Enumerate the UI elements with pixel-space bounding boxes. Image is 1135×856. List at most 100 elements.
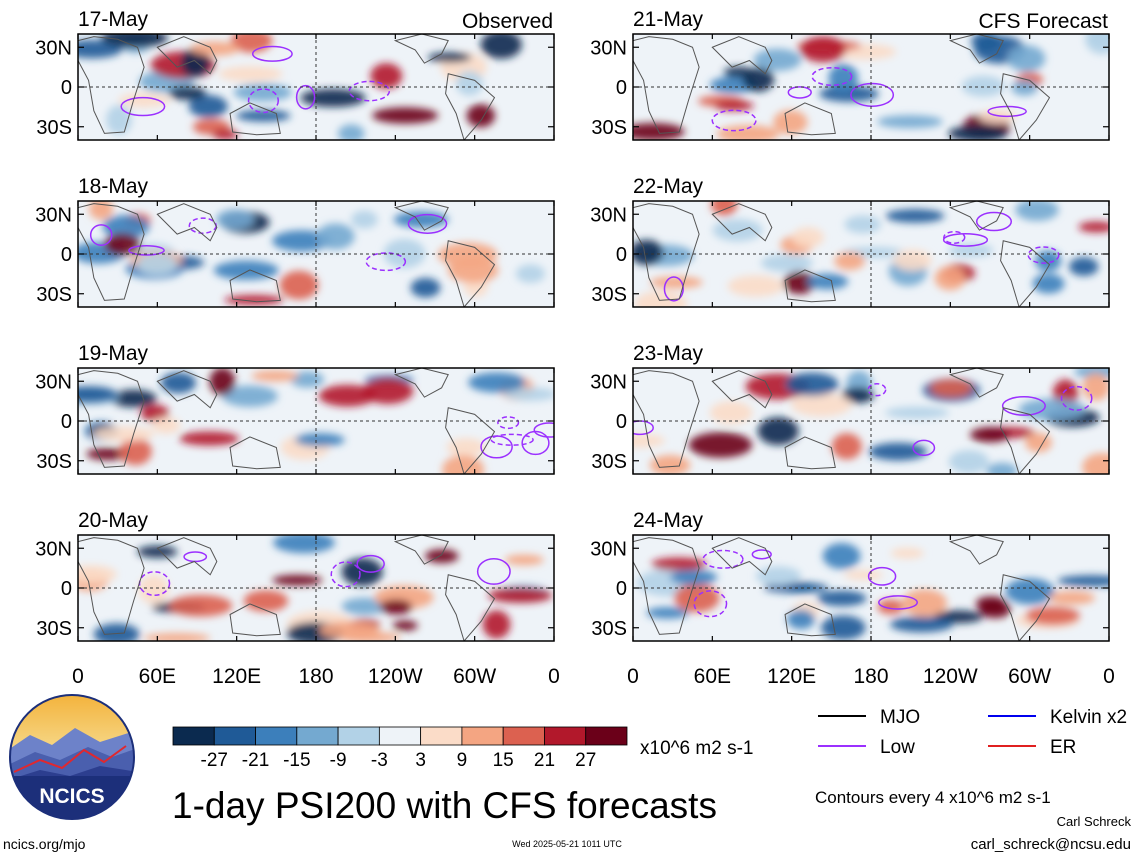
psi200-anomaly bbox=[755, 566, 802, 586]
psi200-field bbox=[633, 368, 1109, 474]
psi200-anomaly bbox=[1011, 80, 1038, 96]
panel-date: 24-May bbox=[633, 509, 704, 532]
low-contour bbox=[128, 244, 165, 256]
colorbar-tick: 9 bbox=[457, 750, 468, 771]
low-contour bbox=[476, 558, 511, 585]
coastline bbox=[229, 436, 281, 470]
low-contour bbox=[693, 590, 728, 618]
psi200-anomaly bbox=[792, 227, 825, 248]
psi200-anomaly bbox=[110, 389, 157, 408]
psi200-anomaly bbox=[466, 104, 496, 128]
low-contour bbox=[943, 230, 966, 244]
psi200-anomaly bbox=[101, 34, 168, 48]
psi200-anomaly bbox=[843, 569, 883, 581]
colorbar-tick: -9 bbox=[330, 750, 347, 771]
x-axis-labels-forecast: 0 60E 120E 180 120W 60W 0 bbox=[627, 665, 1115, 688]
psi200-anomaly bbox=[877, 599, 904, 615]
psi200-anomaly bbox=[948, 450, 990, 474]
contour-note: Contours every 4 x10^6 m2 s-1 bbox=[815, 788, 1051, 807]
psi200-anomaly bbox=[934, 266, 966, 291]
psi200-anomaly bbox=[319, 621, 380, 639]
y-tick-label: 0 bbox=[61, 244, 72, 266]
coastline bbox=[156, 36, 218, 75]
psi200-anomaly bbox=[819, 85, 879, 103]
psi200-anomaly bbox=[877, 115, 943, 129]
psi200-anomaly bbox=[650, 276, 703, 289]
colorbar-unit: x10^6 m2 s-1 bbox=[640, 738, 753, 759]
psi200-anomaly bbox=[337, 124, 365, 140]
timestamp: Wed 2025-05-21 1011 UTC bbox=[512, 839, 622, 849]
figure-title: 1-day PSI200 with CFS forecasts bbox=[172, 785, 717, 826]
map-panel-23-May: 30N 0 30S 23-May bbox=[590, 342, 1110, 475]
psi200-anomaly bbox=[885, 406, 950, 419]
psi200-anomaly bbox=[503, 387, 554, 401]
low-contour bbox=[1027, 246, 1060, 264]
psi200-anomaly bbox=[78, 565, 117, 584]
coastline bbox=[1000, 240, 1051, 307]
coastline bbox=[948, 201, 1004, 231]
psi200-anomaly bbox=[828, 63, 859, 93]
psi200-anomaly bbox=[209, 368, 236, 396]
psi200-anomaly bbox=[379, 599, 413, 615]
psi200-anomaly bbox=[144, 633, 211, 641]
low-contour bbox=[867, 382, 887, 397]
low-contour bbox=[497, 416, 520, 430]
low-contour bbox=[490, 433, 534, 446]
psi200-anomaly bbox=[669, 569, 718, 586]
colorbar-tick: 3 bbox=[415, 750, 426, 771]
psi200-anomaly bbox=[251, 370, 299, 382]
coastline bbox=[393, 368, 449, 398]
low-contour bbox=[975, 211, 1013, 232]
psi200-field bbox=[78, 535, 553, 641]
psi200-anomaly bbox=[93, 623, 140, 641]
site-url: ncics.org/mjo bbox=[3, 836, 86, 852]
colorbar-tick: -27 bbox=[201, 750, 228, 771]
coastline bbox=[711, 203, 773, 242]
coastline bbox=[78, 203, 145, 301]
y-tick-label: 30N bbox=[35, 37, 72, 59]
psi200-anomaly bbox=[341, 557, 383, 587]
colorbar-swatch bbox=[585, 726, 628, 746]
low-contour bbox=[663, 276, 684, 302]
coastline bbox=[445, 240, 496, 307]
psi200-anomaly bbox=[710, 201, 738, 216]
psi200-anomaly bbox=[362, 377, 414, 404]
psi200-anomaly bbox=[504, 554, 544, 566]
psi200-anomaly bbox=[1057, 575, 1109, 587]
coastline bbox=[784, 436, 836, 470]
map-panel-18-May: 30N 0 30S 18-May bbox=[35, 175, 555, 308]
y-tick-label: 30N bbox=[35, 371, 72, 393]
psi200-anomaly bbox=[651, 557, 707, 571]
psi200-anomaly bbox=[316, 223, 355, 250]
psi200-anomaly bbox=[448, 257, 499, 283]
low-contour bbox=[183, 551, 208, 563]
y-tick-label: 30N bbox=[590, 538, 627, 560]
colorbar-swatch bbox=[255, 726, 298, 746]
low-contour bbox=[348, 80, 391, 102]
x-tick-label: 0 bbox=[72, 665, 84, 688]
psi200-anomaly bbox=[218, 66, 283, 82]
legend-label: ER bbox=[1050, 737, 1076, 758]
psi200-anomaly bbox=[646, 607, 689, 619]
y-tick-label: 30S bbox=[36, 117, 72, 139]
coastline bbox=[784, 603, 836, 637]
x-tick-label: 60E bbox=[694, 665, 731, 688]
colorbar-swatch bbox=[378, 726, 422, 746]
psi200-anomaly bbox=[180, 48, 210, 78]
panel-date: 23-May bbox=[633, 342, 704, 365]
psi200-anomaly bbox=[89, 201, 114, 220]
colorbar-swatch bbox=[337, 726, 380, 746]
psi200-anomaly bbox=[831, 433, 862, 460]
psi200-anomaly bbox=[688, 432, 753, 458]
ncics-logo: NCICS bbox=[9, 694, 135, 820]
x-tick-label: 0 bbox=[548, 665, 560, 688]
psi200-anomaly bbox=[1005, 578, 1055, 605]
y-tick-label: 30S bbox=[591, 618, 627, 640]
low-contour bbox=[407, 213, 448, 234]
low-contour bbox=[521, 430, 550, 456]
y-tick-label: 30S bbox=[591, 451, 627, 473]
map-panel-21-May: 30N 0 30S 21-May CFS Forecast bbox=[590, 8, 1110, 141]
psi200-anomaly bbox=[136, 252, 178, 276]
psi200-anomaly bbox=[633, 239, 664, 265]
psi200-anomaly bbox=[102, 215, 150, 239]
